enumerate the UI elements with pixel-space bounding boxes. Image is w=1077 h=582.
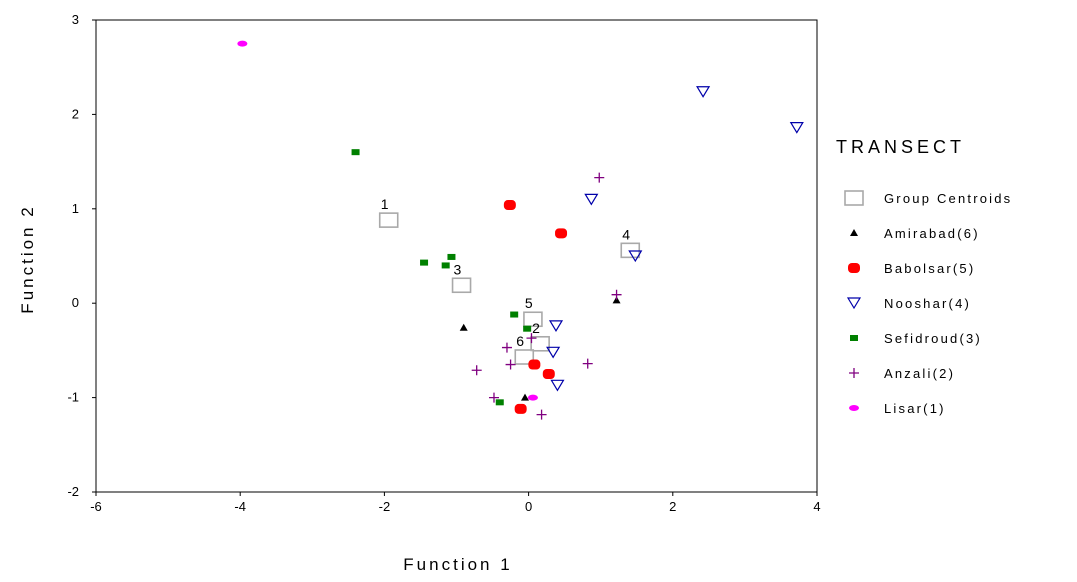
data-point (528, 359, 541, 370)
y-axis-title: Function 2 (18, 204, 37, 313)
data-point (789, 122, 804, 134)
legend-swatch (849, 405, 859, 411)
y-tick-label: 3 (72, 12, 79, 27)
group-centroid-marker (514, 349, 535, 365)
group-centroid-marker (530, 335, 550, 352)
x-tick-label: -6 (90, 499, 102, 514)
data-point (582, 358, 593, 369)
data-point (505, 359, 516, 370)
legend-entry: Nooshar(4) (884, 296, 971, 311)
data-points (237, 40, 804, 420)
data-point (527, 394, 538, 401)
data-point (495, 399, 504, 406)
data-point (501, 342, 512, 353)
data-point (237, 40, 248, 47)
centroid-label: 5 (525, 295, 533, 311)
centroid-label: 2 (532, 320, 540, 336)
x-tick-label: -2 (379, 499, 391, 514)
data-point (459, 323, 468, 331)
data-point (503, 200, 516, 211)
data-point (611, 289, 622, 300)
data-point (550, 379, 565, 392)
legend-title: TRANSECT (836, 137, 965, 157)
y-tick-label: -2 (67, 484, 79, 499)
data-point (526, 333, 537, 344)
data-point (555, 228, 568, 239)
data-point (536, 409, 547, 420)
data-point (696, 86, 711, 98)
legend-swatch (850, 229, 858, 236)
group-centroid-marker (451, 277, 472, 294)
legend: TRANSECT Group Centroids Amirabad(6) Babol… (836, 137, 1012, 416)
x-tick-label: 0 (525, 499, 532, 514)
data-point (542, 369, 555, 379)
data-point (510, 311, 519, 318)
data-point (351, 149, 360, 156)
data-point (628, 250, 643, 263)
group-centroids: 1 4 3 5 26 (378, 196, 641, 365)
legend-swatch (849, 368, 859, 378)
y-tick-label: 2 (72, 106, 79, 121)
data-point (447, 253, 456, 260)
legend-swatch (846, 297, 862, 310)
y-tick-label: -1 (67, 390, 79, 405)
data-point (612, 296, 621, 304)
data-point (514, 403, 527, 414)
group-centroid-marker (378, 212, 399, 228)
centroid-label: 3 (454, 261, 462, 277)
data-point (520, 393, 529, 401)
data-point (546, 346, 561, 359)
legend-swatch (850, 335, 858, 341)
plot-frame (95, 19, 818, 493)
data-point (488, 392, 499, 403)
data-point (594, 172, 605, 183)
legend-entry: Sefidroud(3) (884, 331, 982, 346)
data-point (420, 259, 429, 266)
legend-entry: Lisar(1) (884, 401, 946, 416)
legend-entry: Amirabad(6) (884, 226, 980, 241)
axis-ticks: -6 -4 -2 0 2 4 -2 -1 0 1 2 3 (67, 12, 820, 514)
x-tick-label: 4 (813, 499, 820, 514)
centroid-label: 6 (516, 333, 524, 349)
legend-entry: Babolsar(5) (884, 261, 975, 276)
data-point (584, 193, 599, 206)
centroid-label: 4 (622, 226, 630, 242)
data-point (471, 365, 482, 376)
group-centroid-marker (620, 242, 641, 259)
x-tick-label: 2 (669, 499, 676, 514)
legend-entry: Anzali(2) (884, 366, 955, 381)
centroid-label: 1 (381, 196, 389, 212)
data-point (548, 320, 564, 333)
y-tick-label: 1 (72, 201, 79, 216)
data-point (523, 325, 532, 332)
y-tick-label: 0 (72, 295, 79, 310)
legend-swatch (848, 263, 860, 273)
group-centroid-marker (523, 311, 543, 328)
x-tick-label: -4 (234, 499, 246, 514)
data-point (441, 262, 450, 269)
legend-swatch (844, 190, 864, 206)
legend-entry: Group Centroids (884, 191, 1012, 206)
x-axis-title: Function 1 (403, 555, 512, 574)
